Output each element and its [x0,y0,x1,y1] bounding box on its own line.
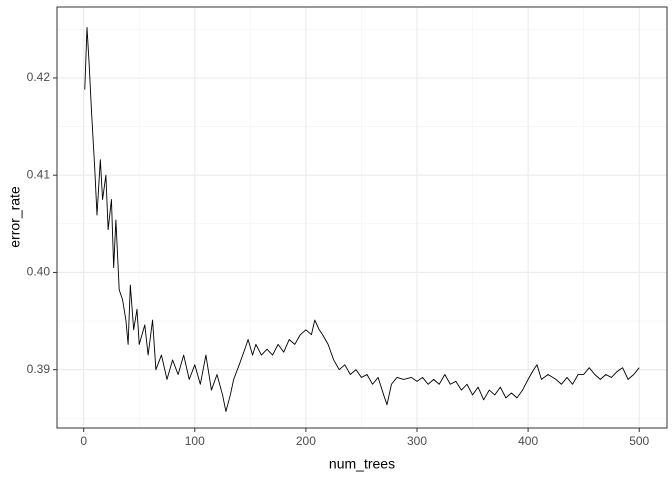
plot-area [84,26,640,412]
grid [57,7,667,428]
y-tick-label: 0.42 [27,70,51,84]
x-axis-title: num_trees [329,456,395,472]
x-tick-label: 500 [629,434,649,448]
y-tick-label: 0.41 [27,167,51,181]
x-tick-label: 0 [80,434,87,448]
line [84,26,640,412]
x-tick-label: 200 [296,434,316,448]
y-axis-title: error_rate [7,186,23,248]
x-tick-label: 100 [185,434,205,448]
y-tick-label: 0.39 [27,362,51,376]
x-tick-label: 400 [518,434,538,448]
y-tick-label: 0.40 [27,265,51,279]
panel-border [56,6,668,429]
x-tick-label: 300 [407,434,427,448]
